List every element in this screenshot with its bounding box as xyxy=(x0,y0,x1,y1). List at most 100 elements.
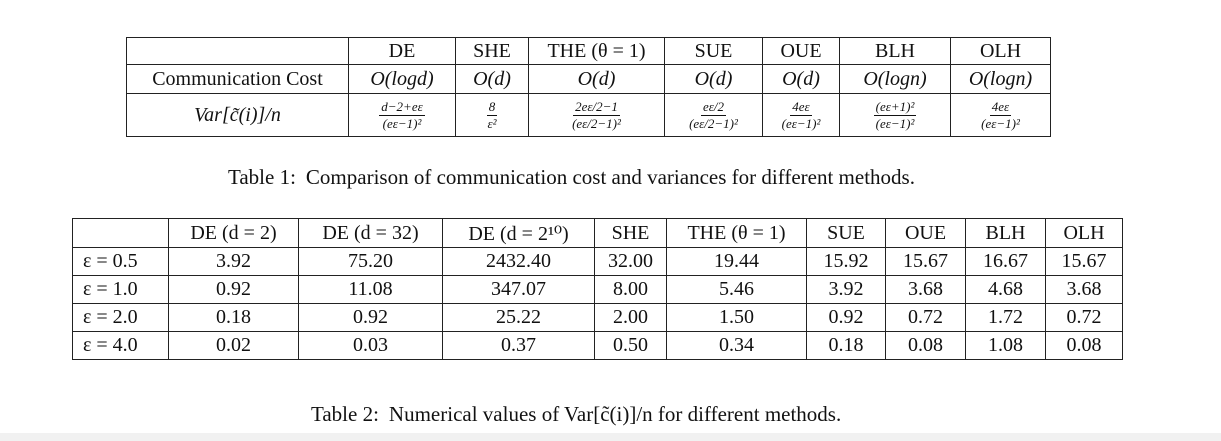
value-cell: 15.92 xyxy=(806,247,886,276)
comparison-table: DE SHE THE (θ = 1) SUE OUE BLH OLH Commu… xyxy=(126,37,1051,137)
variance-fraction: d−2+eε (eε−1)² xyxy=(379,98,425,131)
cost-cell: O(d) xyxy=(762,64,840,94)
header-cell: THE (θ = 1) xyxy=(666,218,807,248)
cost-cell: O(d) xyxy=(455,64,529,94)
header-cell: SUE xyxy=(806,218,886,248)
header-cell: DE (d = 32) xyxy=(298,218,443,248)
value-cell: 0.03 xyxy=(298,331,443,360)
value-cell: 1.72 xyxy=(965,303,1046,332)
page-bottom-strip xyxy=(0,433,1221,441)
variance-cell: 4eε (eε−1)² xyxy=(762,93,840,137)
caption-label: Table 1: xyxy=(228,165,296,189)
fraction-denominator: ε² xyxy=(487,115,497,131)
value-cell: 0.02 xyxy=(168,331,299,360)
value-cell: 4.68 xyxy=(965,275,1046,304)
value-cell: 1.08 xyxy=(965,331,1046,360)
table-row: ε = 4.0 0.02 0.03 0.37 0.50 0.34 0.18 0.… xyxy=(72,331,1123,360)
row-label: Var[c̃(i)]/n xyxy=(126,93,349,137)
value-cell: 15.67 xyxy=(1045,247,1123,276)
header-cell: DE (d = 2) xyxy=(168,218,299,248)
variance-cell: 2eε/2−1 (eε/2−1)² xyxy=(528,93,665,137)
header-cell: DE (d = 2¹⁰) xyxy=(442,218,595,248)
value-cell: 25.22 xyxy=(442,303,595,332)
value-cell: 0.72 xyxy=(1045,303,1123,332)
header-cell-the: THE (θ = 1) xyxy=(528,37,665,65)
header-cell-oue: OUE xyxy=(762,37,840,65)
variance-fraction: (eε+1)² (eε−1)² xyxy=(873,98,917,131)
row-label: ε = 0.5 xyxy=(72,247,169,276)
header-cell: BLH xyxy=(965,218,1046,248)
value-cell: 0.37 xyxy=(442,331,595,360)
caption-text: Numerical values of Var[c̃(i)]/n for dif… xyxy=(388,402,842,426)
variance-cell: 4eε (eε−1)² xyxy=(950,93,1051,137)
value-cell: 75.20 xyxy=(298,247,443,276)
value-cell: 0.92 xyxy=(298,303,443,332)
row-label: ε = 1.0 xyxy=(72,275,169,304)
value-cell: 0.92 xyxy=(168,275,299,304)
value-cell: 2432.40 xyxy=(442,247,595,276)
fraction-numerator: eε/2 xyxy=(700,98,726,116)
cost-cell: O(logn) xyxy=(839,64,951,94)
row-label: Communication Cost xyxy=(126,64,349,94)
variance-cell: (eε+1)² (eε−1)² xyxy=(839,93,951,137)
value-cell: 3.68 xyxy=(1045,275,1123,304)
fraction-numerator: 2eε/2−1 xyxy=(573,98,620,116)
variance-fraction: 2eε/2−1 (eε/2−1)² xyxy=(570,100,623,130)
variance-cell: d−2+eε (eε−1)² xyxy=(348,93,456,137)
variance-cell: eε/2 (eε/2−1)² xyxy=(664,93,763,137)
value-cell: 16.67 xyxy=(965,247,1046,276)
communication-cost-row: Communication Cost O(logd) O(d) O(d) O(d… xyxy=(126,64,1051,94)
value-cell: 0.72 xyxy=(885,303,966,332)
fraction-numerator: d−2+eε xyxy=(379,98,425,116)
fraction-denominator: (eε/2−1)² xyxy=(689,115,738,131)
value-cell: 2.00 xyxy=(594,303,667,332)
fraction-numerator: 8 xyxy=(486,98,498,116)
row-label: ε = 4.0 xyxy=(72,331,169,360)
value-cell: 11.08 xyxy=(298,275,443,304)
variance-row: Var[c̃(i)]/n d−2+eε (eε−1)² 8 ε² 2eε/2−1 (e… xyxy=(126,93,1051,137)
value-cell: 0.18 xyxy=(168,303,299,332)
value-cell: 0.50 xyxy=(594,331,667,360)
table-row: ε = 0.5 3.92 75.20 2432.40 32.00 19.44 1… xyxy=(72,247,1123,276)
value-cell: 0.08 xyxy=(1045,331,1123,360)
value-cell: 3.68 xyxy=(885,275,966,304)
table-row: ε = 1.0 0.92 11.08 347.07 8.00 5.46 3.92… xyxy=(72,275,1123,304)
value-cell: 0.18 xyxy=(806,331,886,360)
cost-cell: O(d) xyxy=(528,64,665,94)
table-row: ε = 2.0 0.18 0.92 25.22 2.00 1.50 0.92 0… xyxy=(72,303,1123,332)
table2-caption: Table 2: Numerical values of Var[c̃(i)]/n… xyxy=(311,402,841,427)
value-cell: 8.00 xyxy=(594,275,667,304)
caption-label: Table 2: xyxy=(311,402,379,426)
value-cell: 3.92 xyxy=(806,275,886,304)
table-header-row: DE SHE THE (θ = 1) SUE OUE BLH OLH xyxy=(126,37,1051,65)
fraction-denominator: (eε−1)² xyxy=(875,115,915,131)
value-cell: 0.92 xyxy=(806,303,886,332)
value-cell: 0.08 xyxy=(885,331,966,360)
header-cell: SHE xyxy=(594,218,667,248)
variance-fraction: 4eε (eε−1)² xyxy=(979,100,1022,130)
fraction-numerator: 4eε xyxy=(790,98,812,116)
fraction-numerator: 4eε xyxy=(989,98,1012,116)
numerical-values-table: DE (d = 2) DE (d = 32) DE (d = 2¹⁰) SHE … xyxy=(72,218,1123,360)
fraction-denominator: (eε−1)² xyxy=(382,115,422,131)
row-label: ε = 2.0 xyxy=(72,303,169,332)
fraction-denominator: (eε/2−1)² xyxy=(572,115,621,131)
caption-text: Comparison of communication cost and var… xyxy=(305,165,915,189)
header-cell: OLH xyxy=(1045,218,1123,248)
value-cell: 15.67 xyxy=(885,247,966,276)
variance-fraction: eε/2 (eε/2−1)² xyxy=(687,100,740,130)
header-cell-empty xyxy=(126,37,349,65)
header-cell-she: SHE xyxy=(455,37,529,65)
header-cell-de: DE xyxy=(348,37,456,65)
cost-cell: O(d) xyxy=(664,64,763,94)
header-cell-olh: OLH xyxy=(950,37,1051,65)
cost-cell: O(logd) xyxy=(348,64,456,94)
value-cell: 1.50 xyxy=(666,303,807,332)
cost-cell: O(logn) xyxy=(950,64,1051,94)
table1-caption: Table 1: Comparison of communication cost… xyxy=(228,165,915,190)
header-cell-empty xyxy=(72,218,169,248)
value-cell: 32.00 xyxy=(594,247,667,276)
value-cell: 347.07 xyxy=(442,275,595,304)
fraction-numerator: (eε+1)² xyxy=(873,98,917,116)
variance-fraction: 4eε (eε−1)² xyxy=(780,100,823,130)
